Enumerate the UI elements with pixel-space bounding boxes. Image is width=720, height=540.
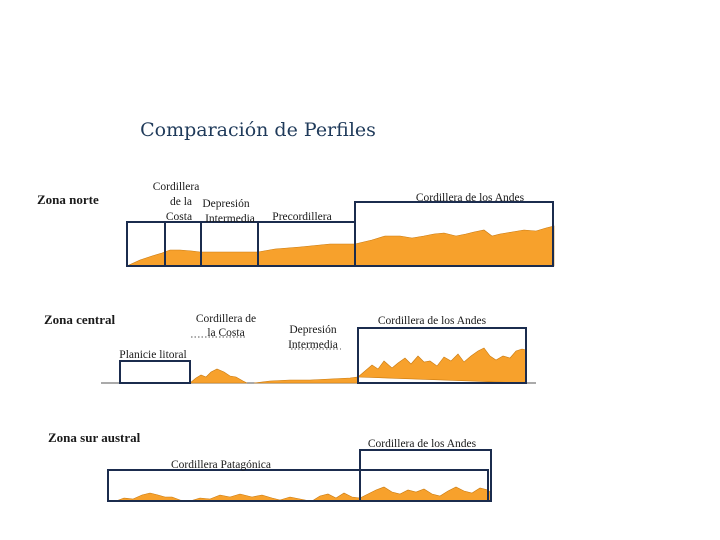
label-norte-andes: Cordillera de los Andes <box>416 192 525 204</box>
relief-sur-middle <box>189 493 311 502</box>
label-norte-depresion-1: Depresión <box>202 198 250 210</box>
label-central-costa-1: Cordillera de <box>196 313 256 325</box>
zone-label-sur: Zona sur austral <box>48 430 141 445</box>
label-central-andes: Cordillera de los Andes <box>378 315 487 327</box>
label-sur-andes: Cordillera de los Andes <box>368 438 477 450</box>
relief-central-depresion <box>253 376 359 384</box>
diagram-title: Comparación de Perfiles <box>140 119 376 141</box>
label-central-depresion-2: Intermedia <box>288 339 338 351</box>
box-central-andes <box>357 327 527 384</box>
zone-label-central: Zona central <box>44 312 116 327</box>
label-norte-costa-1: Cordillera <box>153 181 200 193</box>
relief-central-costa <box>189 368 248 384</box>
relief-sur-patagonica <box>115 492 187 502</box>
label-norte-costa-2: de la <box>170 196 192 208</box>
box-norte-andes <box>354 201 554 267</box>
relief-central-andes <box>357 347 527 384</box>
box-sur-patagonica <box>107 469 489 502</box>
label-central-planicie: Planicie litoral <box>119 349 186 361</box>
label-norte-precordillera: Precordillera <box>272 211 331 223</box>
profile-sur: Zona sur austral Cordillera Patagónica C… <box>48 430 492 502</box>
label-sur-patagonica: Cordillera Patagónica <box>171 459 271 471</box>
profile-central: Zona central Planicie litoral Cordillera… <box>44 312 536 384</box>
relief-sur-right <box>310 486 492 502</box>
relief-norte <box>126 225 555 267</box>
label-central-depresion-1: Depresión <box>289 324 337 336</box>
zone-label-norte: Zona norte <box>37 192 99 207</box>
profile-norte: Zona norte Cordillera de la Costa Depres… <box>37 181 555 267</box>
label-central-costa-2: la Costa <box>207 327 244 339</box>
label-norte-depresion-2: Intermedia <box>205 213 255 225</box>
label-norte-costa-3: Costa <box>166 211 192 223</box>
box-sur-andes <box>359 449 492 502</box>
box-central-planicie <box>119 360 191 384</box>
